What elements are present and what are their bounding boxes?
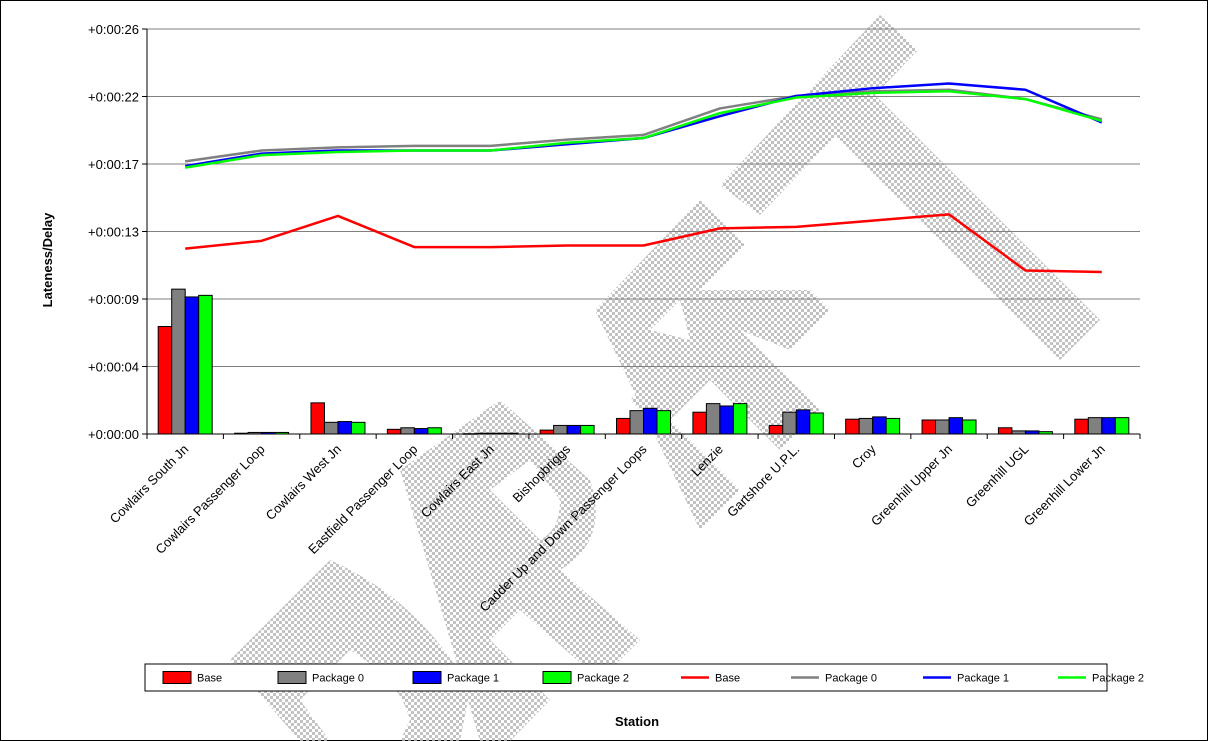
bar [323, 421, 339, 435]
bar [427, 427, 442, 435]
x-tick-label: Cowlairs South Jn [107, 442, 192, 527]
y-tick-label: +0:00:26 [88, 22, 139, 37]
x-tick-label: Greenhill Lower Jn [1021, 442, 1108, 529]
bar [1024, 430, 1040, 435]
bar [463, 433, 478, 435]
bar [198, 294, 213, 435]
bar [184, 296, 200, 435]
bar [845, 418, 860, 435]
bar [962, 419, 977, 435]
bar [948, 417, 964, 435]
bar [872, 416, 887, 435]
y-tick-label: +0:00:17 [88, 157, 139, 172]
legend-label: Package 0 [312, 673, 364, 685]
bar [692, 411, 707, 435]
bar [656, 410, 671, 435]
bar [1074, 418, 1089, 435]
legend-label: Package 0 [825, 673, 877, 685]
bar [719, 405, 734, 435]
draft-watermark [230, 15, 1100, 741]
y-tick-label: +0:00:22 [88, 89, 139, 104]
bar [885, 417, 901, 435]
legend-swatch [542, 671, 572, 684]
bar [782, 411, 797, 435]
bar [935, 419, 950, 435]
bar [629, 410, 644, 435]
legend-label: Package 1 [957, 673, 1009, 685]
y-tick-label: +0:00:09 [88, 292, 139, 307]
bar [795, 409, 811, 435]
watermark-band [810, 70, 1100, 360]
bar [809, 412, 824, 435]
legend-swatch [412, 671, 442, 684]
bar [539, 429, 555, 435]
x-axis-title: Station [615, 714, 659, 729]
legend-swatch [162, 671, 192, 684]
bar [768, 424, 784, 435]
bar [157, 326, 173, 435]
bar [1087, 417, 1103, 435]
bar [234, 432, 249, 435]
bar [732, 403, 748, 435]
bar [400, 427, 415, 435]
bar [247, 431, 263, 435]
bar [274, 431, 290, 435]
x-tick-label: Cowlairs West Jn [263, 442, 344, 523]
bar [476, 432, 492, 435]
legend-swatch [277, 671, 307, 684]
bar [705, 403, 721, 435]
legend-label: Package 2 [577, 673, 629, 685]
bar [1038, 431, 1053, 435]
legend-label: Package 1 [447, 673, 499, 685]
y-tick-label: +0:00:13 [88, 225, 139, 240]
bar [921, 419, 937, 435]
y-tick-label: +0:00:00 [88, 427, 139, 442]
bar [490, 432, 505, 435]
bar [413, 428, 429, 435]
legend-label: Base [197, 673, 222, 685]
x-tick-label: Croy [849, 441, 879, 471]
y-axis-title: Lateness/Delay [40, 212, 55, 307]
watermark-letter-r [400, 400, 640, 741]
bar [997, 427, 1013, 435]
bar [1101, 417, 1116, 435]
bar [643, 407, 658, 435]
bar [310, 402, 325, 435]
bar [553, 424, 568, 435]
watermark-letter-d [230, 560, 470, 741]
bar [350, 421, 366, 435]
bar [858, 417, 874, 435]
bar [386, 428, 402, 435]
bar [171, 288, 186, 435]
series-line [184, 90, 1103, 169]
x-tick-label: Greenhill Upper Jn [868, 442, 955, 529]
series-line [185, 88, 1103, 163]
legend-label: Base [715, 673, 740, 685]
x-tick-label: Greenhill UGL [963, 442, 1032, 511]
legend: Base Package 0 Package 1 Package 2 Base Packa… [144, 663, 1144, 692]
bar [580, 424, 595, 435]
bar [337, 421, 352, 435]
bar [503, 432, 519, 435]
bar [1011, 430, 1026, 435]
series-line [185, 213, 1102, 274]
legend-label: Package 2 [1092, 673, 1144, 685]
bar [261, 431, 276, 435]
bar [566, 424, 582, 435]
y-tick-label: +0:00:04 [88, 360, 139, 375]
bar [616, 417, 631, 435]
x-tick-label: Gartshore U.P.L. [724, 442, 802, 520]
bar [1114, 417, 1130, 435]
